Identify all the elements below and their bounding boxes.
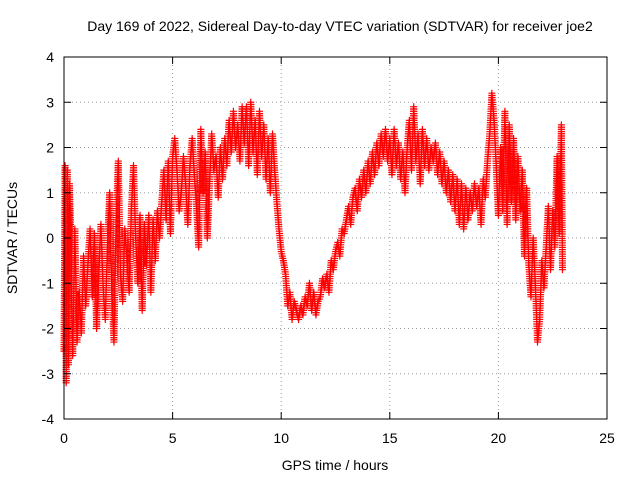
y-axis-label: SDTVAR / TECUs — [4, 182, 20, 294]
data-point-track — [330, 250, 339, 271]
data-point-track — [275, 227, 285, 253]
data-point-track — [534, 318, 543, 344]
data-point-track — [536, 259, 546, 321]
data-point-track — [110, 218, 120, 344]
data-point-track — [180, 155, 189, 185]
data-point-track — [121, 227, 131, 262]
data-point-track — [336, 227, 346, 258]
x-tick-label: 20 — [491, 430, 507, 446]
data-point-track — [130, 164, 140, 240]
y-tick-label: 4 — [46, 49, 54, 65]
data-point-track — [203, 182, 213, 240]
data-point-track — [484, 132, 493, 163]
y-tick-label: -4 — [42, 411, 55, 427]
data-point-track — [101, 245, 111, 321]
data-point-track — [125, 209, 135, 294]
data-point-track — [269, 132, 278, 172]
data-point-track — [557, 123, 566, 271]
data-point-track — [273, 200, 283, 231]
data-point-track — [482, 159, 491, 199]
data-point-track — [488, 92, 498, 122]
data-point-track — [167, 155, 176, 235]
y-tick-label: 1 — [46, 185, 54, 201]
x-tick-label: 15 — [382, 430, 398, 446]
data-point-track — [184, 164, 194, 226]
data-point-track — [175, 191, 185, 213]
data-point-track — [529, 236, 539, 285]
y-tick-label: -1 — [42, 275, 55, 291]
data-point-track — [191, 173, 200, 208]
data-point-track — [490, 119, 500, 167]
data-points — [60, 89, 566, 387]
y-tick-label: -3 — [42, 366, 55, 382]
y-tick-label: -2 — [42, 321, 55, 337]
chart-title: Day 169 of 2022, Sidereal Day-to-day VTE… — [87, 18, 593, 34]
y-tick-label: 3 — [46, 94, 54, 110]
data-point-track — [347, 196, 357, 226]
data-point-track — [540, 245, 550, 289]
x-tick-label: 25 — [599, 430, 615, 446]
data-point-track — [312, 300, 322, 317]
x-axis-ticks: 0 5 10 15 20 25 — [60, 57, 615, 446]
data-point-track — [280, 259, 289, 276]
data-point-track — [82, 263, 92, 308]
data-point-track — [114, 159, 124, 276]
y-axis-ticks: -4 -3 -2 -1 0 1 2 3 4 — [42, 49, 607, 427]
data-point-track — [291, 300, 300, 312]
y-tick-label: 0 — [46, 230, 54, 246]
data-point-track — [156, 200, 166, 240]
y-tick-label: 2 — [46, 140, 54, 156]
x-tick-label: 0 — [60, 430, 68, 446]
data-point-track — [341, 218, 350, 235]
x-tick-label: 10 — [273, 430, 289, 446]
data-point-track — [315, 295, 323, 303]
data-point-track — [171, 137, 181, 172]
x-axis-label: GPS time / hours — [282, 457, 389, 473]
data-point-track — [93, 273, 103, 330]
data-point-track — [401, 146, 411, 194]
data-point-track — [523, 187, 533, 267]
x-tick-label: 5 — [169, 430, 177, 446]
data-point-track — [106, 191, 116, 294]
data-point-track — [271, 168, 281, 203]
data-point-track — [188, 137, 198, 176]
data-point-track — [278, 250, 287, 262]
